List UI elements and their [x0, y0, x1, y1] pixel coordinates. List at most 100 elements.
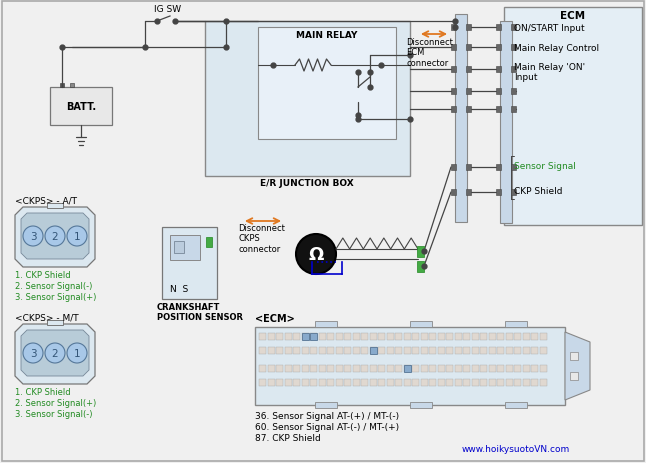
Circle shape	[296, 234, 336, 275]
Bar	[267, 333, 275, 340]
Bar	[404, 365, 410, 372]
Bar	[500, 22, 512, 224]
Bar	[344, 379, 351, 386]
Bar	[505, 402, 527, 408]
Bar	[327, 333, 334, 340]
Bar	[370, 347, 377, 354]
Bar	[395, 347, 402, 354]
Text: E/R JUNCTION BOX: E/R JUNCTION BOX	[260, 179, 354, 188]
Bar	[570, 352, 578, 360]
Bar	[523, 379, 530, 386]
Bar	[514, 379, 521, 386]
Text: 3. Sensor Signal(-): 3. Sensor Signal(-)	[15, 409, 92, 418]
Bar	[451, 89, 456, 95]
Bar	[451, 45, 456, 51]
Bar	[47, 320, 63, 325]
Bar	[293, 347, 300, 354]
Text: MAIN RELAY: MAIN RELAY	[297, 31, 358, 40]
Bar	[302, 379, 309, 386]
Bar	[523, 333, 530, 340]
Bar	[488, 347, 495, 354]
Bar	[293, 379, 300, 386]
Text: Ω: Ω	[308, 245, 324, 263]
Bar	[511, 107, 516, 113]
Bar	[417, 262, 424, 272]
Text: ECM: ECM	[561, 11, 585, 21]
Bar	[506, 379, 512, 386]
Polygon shape	[15, 324, 95, 384]
Polygon shape	[21, 213, 89, 259]
Bar	[378, 347, 385, 354]
Bar	[446, 379, 453, 386]
Bar	[504, 8, 642, 225]
Bar	[344, 365, 351, 372]
Bar	[404, 347, 410, 354]
Bar	[497, 333, 504, 340]
Bar	[318, 379, 326, 386]
Bar	[70, 84, 74, 88]
Bar	[293, 365, 300, 372]
Bar	[370, 365, 377, 372]
Bar	[395, 379, 402, 386]
Bar	[302, 333, 309, 340]
Bar	[412, 347, 419, 354]
Bar	[255, 327, 565, 405]
Text: CKP Shield: CKP Shield	[514, 187, 563, 195]
Bar	[480, 333, 487, 340]
Bar	[523, 365, 530, 372]
Bar	[511, 45, 516, 51]
Bar	[293, 333, 300, 340]
Bar	[437, 379, 444, 386]
Bar	[472, 379, 479, 386]
Bar	[451, 189, 456, 195]
Text: 2. Sensor Signal(-): 2. Sensor Signal(-)	[15, 282, 92, 290]
Bar	[259, 365, 266, 372]
Bar	[335, 379, 342, 386]
Bar	[570, 372, 578, 380]
Bar	[404, 333, 410, 340]
Text: <ECM>: <ECM>	[255, 313, 295, 323]
Bar	[539, 379, 547, 386]
Bar	[378, 365, 385, 372]
Bar	[463, 347, 470, 354]
Bar	[466, 67, 471, 73]
Bar	[446, 347, 453, 354]
Bar	[378, 333, 385, 340]
Bar	[466, 45, 471, 51]
Bar	[511, 165, 516, 171]
Bar	[259, 379, 266, 386]
Bar	[429, 347, 436, 354]
Bar	[412, 365, 419, 372]
Bar	[267, 365, 275, 372]
Bar	[531, 333, 538, 340]
Bar	[259, 347, 266, 354]
Bar	[488, 365, 495, 372]
Text: N  S: N S	[170, 284, 188, 294]
Circle shape	[23, 343, 43, 363]
Bar	[284, 379, 291, 386]
Text: 36. Sensor Signal AT-(+) / MT-(-): 36. Sensor Signal AT-(+) / MT-(-)	[255, 411, 399, 420]
Bar	[412, 379, 419, 386]
Bar	[386, 365, 393, 372]
Bar	[455, 365, 461, 372]
Circle shape	[67, 226, 87, 246]
Text: <CKPS> - A/T: <CKPS> - A/T	[15, 197, 77, 206]
Bar	[60, 84, 64, 88]
Bar	[455, 379, 461, 386]
Bar	[496, 45, 501, 51]
Bar	[335, 333, 342, 340]
Bar	[429, 333, 436, 340]
Bar	[496, 89, 501, 95]
Bar	[514, 365, 521, 372]
Bar	[310, 347, 317, 354]
Bar	[47, 204, 63, 208]
Bar	[514, 347, 521, 354]
Circle shape	[45, 226, 65, 246]
Bar	[327, 347, 334, 354]
Polygon shape	[21, 330, 89, 376]
Bar	[370, 333, 377, 340]
Bar	[497, 365, 504, 372]
Bar	[488, 333, 495, 340]
Text: <CKPS> - M/T: <CKPS> - M/T	[15, 313, 79, 322]
Bar	[344, 347, 351, 354]
